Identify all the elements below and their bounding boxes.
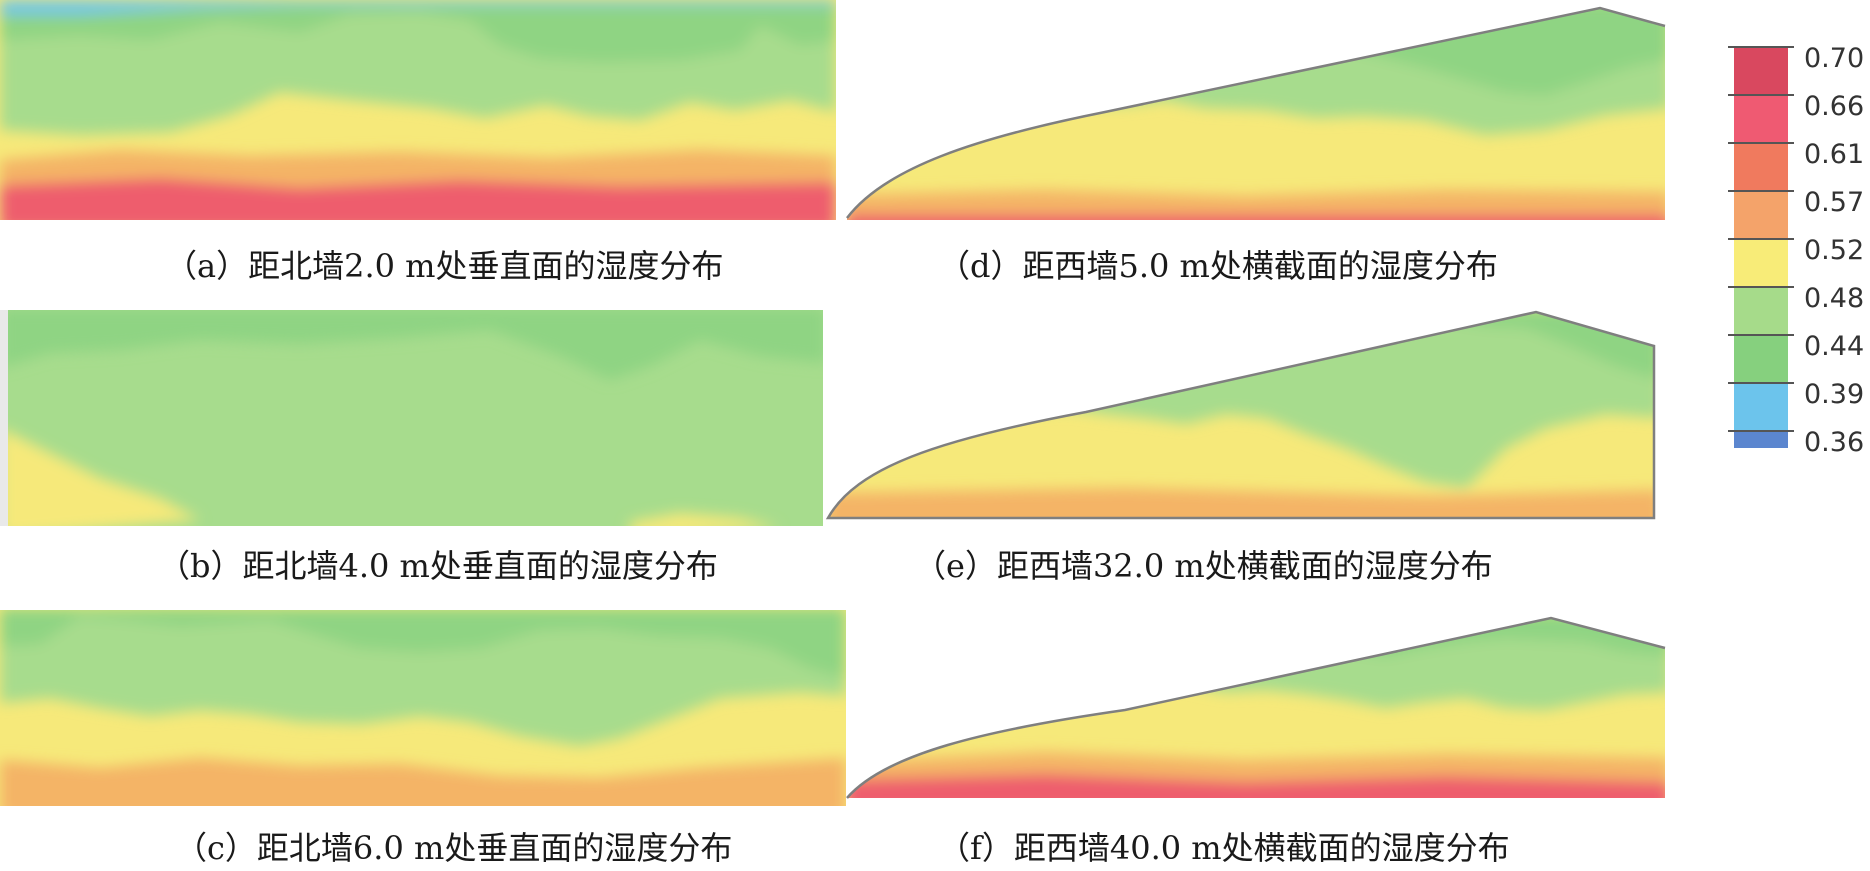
panel-a-plot (0, 0, 836, 220)
legend-swatch-6 (1734, 334, 1788, 382)
panel-f (845, 612, 1670, 802)
legend-tick (1728, 142, 1794, 144)
legend-swatch-2 (1734, 142, 1788, 190)
legend-label: 0.39 (1804, 379, 1865, 410)
legend-tick (1728, 286, 1794, 288)
legend-swatch-4 (1734, 238, 1788, 286)
legend-swatch-7 (1734, 382, 1788, 430)
legend-label: 0.66 (1804, 91, 1865, 122)
legend-label: 0.70 (1804, 43, 1865, 74)
legend-label: 0.44 (1804, 331, 1865, 362)
legend-label: 0.36 (1804, 427, 1865, 458)
panel-e (825, 308, 1661, 524)
legend-label: 0.61 (1804, 139, 1865, 170)
panel-d-plot (846, 6, 1666, 220)
panel-a (0, 0, 836, 222)
panel-c-plot (0, 610, 846, 806)
caption-f: （f）距西墙40.0 m处横截面的湿度分布 (938, 829, 1510, 867)
caption-e: （e）距西墙32.0 m处横截面的湿度分布 (914, 547, 1493, 585)
legend-tick (1728, 190, 1794, 192)
caption-b: （b）距北墙4.0 m处垂直面的湿度分布 (158, 547, 718, 585)
caption-d: （d）距西墙5.0 m处横截面的湿度分布 (938, 247, 1498, 285)
legend-swatch-3 (1734, 190, 1788, 238)
panel-b-plot (0, 310, 823, 526)
legend-label: 0.57 (1804, 187, 1865, 218)
color-legend: 0.70 0.66 0.61 0.57 0.52 0.48 0.44 0.39 … (1728, 42, 1868, 472)
panel-e-plot (825, 310, 1656, 520)
legend-label: 0.48 (1804, 283, 1865, 314)
legend-tick (1728, 334, 1794, 336)
panel-d (845, 0, 1670, 225)
legend-tick (1728, 94, 1794, 96)
legend-swatch-8 (1734, 430, 1788, 448)
legend-tick (1728, 430, 1794, 432)
legend-swatch-1 (1734, 94, 1788, 142)
panel-f-plot (846, 616, 1666, 799)
legend-swatch-5 (1734, 286, 1788, 334)
legend-swatch-0 (1734, 46, 1788, 94)
legend-tick (1728, 238, 1794, 240)
caption-c: （c）距北墙6.0 m处垂直面的湿度分布 (175, 829, 733, 867)
legend-tick (1728, 382, 1794, 384)
panel-b (0, 308, 826, 528)
legend-tick (1728, 46, 1794, 48)
legend-label: 0.52 (1804, 235, 1865, 266)
panel-c (0, 608, 846, 808)
caption-a: （a）距北墙2.0 m处垂直面的湿度分布 (165, 247, 724, 285)
